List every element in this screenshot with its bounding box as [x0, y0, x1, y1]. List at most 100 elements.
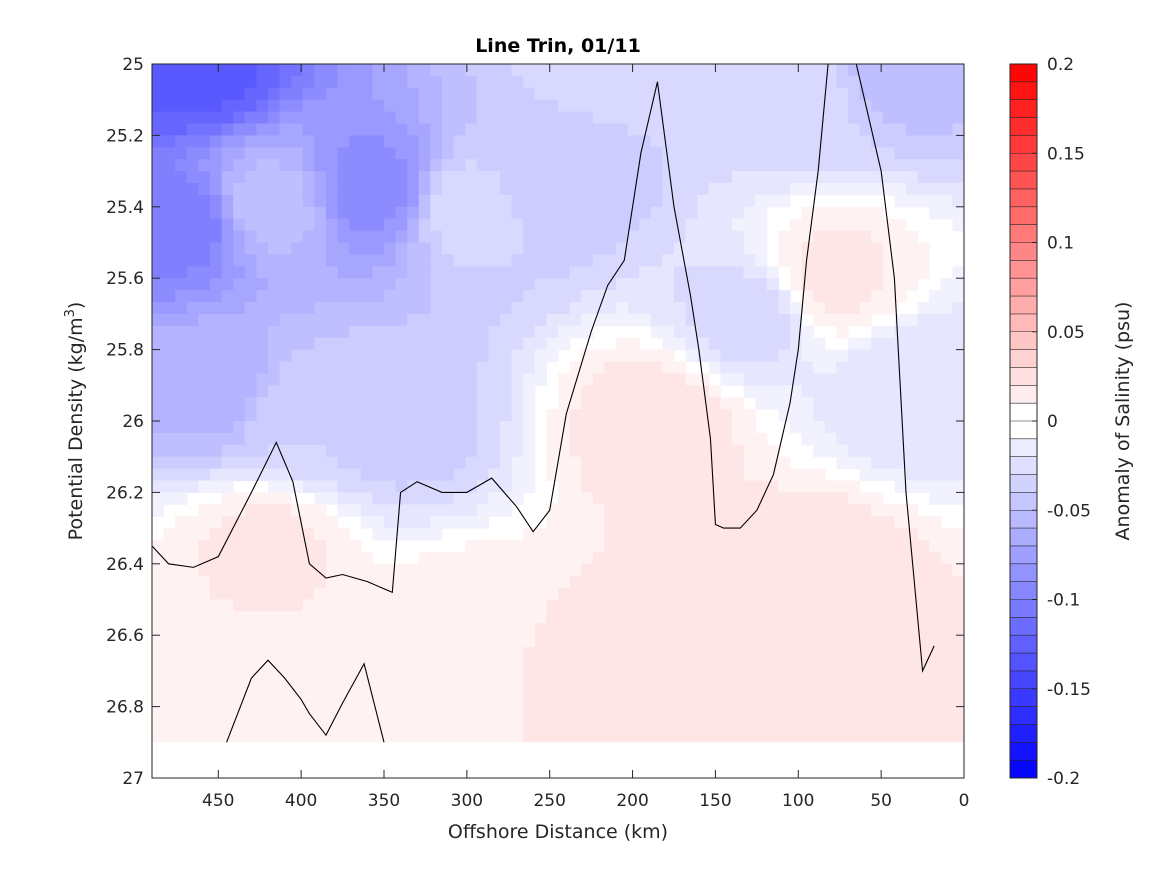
- field-cell: [697, 694, 710, 708]
- field-cell: [616, 87, 629, 101]
- field-cell: [685, 337, 698, 351]
- field-cell: [801, 325, 814, 339]
- field-cell: [639, 551, 652, 565]
- field-cell: [418, 218, 431, 232]
- field-cell: [221, 230, 234, 244]
- field-cell: [650, 397, 663, 410]
- field-cell: [662, 432, 675, 446]
- field-cell: [186, 230, 199, 244]
- field-cell: [291, 266, 304, 279]
- field-cell: [152, 171, 165, 184]
- field-cell: [836, 290, 849, 303]
- field-cell: [639, 361, 652, 374]
- field-cell: [175, 99, 188, 113]
- field-cell: [291, 313, 304, 327]
- field-cell: [221, 444, 234, 458]
- field-cell: [685, 551, 698, 565]
- field-cell: [917, 64, 930, 77]
- field-cell: [244, 516, 257, 529]
- field-cell: [210, 421, 223, 434]
- field-cell: [488, 171, 501, 184]
- field-cell: [697, 575, 710, 589]
- field-cell: [929, 123, 942, 136]
- field-cell: [488, 480, 501, 493]
- field-cell: [929, 385, 942, 398]
- field-cell: [917, 528, 930, 541]
- field-cell: [511, 337, 524, 351]
- field-cell: [929, 528, 942, 541]
- field-cell: [465, 456, 478, 470]
- field-cell: [465, 516, 478, 529]
- x-axis-label: Offshore Distance (km): [448, 821, 668, 843]
- field-cell: [697, 468, 710, 482]
- field-cell: [708, 397, 721, 410]
- field-cell: [616, 718, 629, 731]
- field-cell: [697, 670, 710, 684]
- field-cell: [349, 659, 362, 672]
- field-cell: [233, 99, 246, 113]
- field-cell: [268, 635, 281, 648]
- field-cell: [929, 349, 942, 363]
- field-cell: [256, 99, 269, 113]
- field-cell: [592, 135, 605, 148]
- field-cell: [743, 504, 756, 517]
- field-cell: [569, 135, 582, 148]
- field-cell: [233, 302, 246, 315]
- field-cell: [152, 444, 165, 458]
- field-cell: [395, 373, 408, 386]
- field-cell: [221, 313, 234, 327]
- field-cell: [685, 468, 698, 482]
- field-cell: [291, 147, 304, 160]
- field-cell: [848, 611, 861, 624]
- field-cell: [581, 135, 594, 148]
- field-cell: [813, 718, 826, 731]
- field-cell: [732, 456, 745, 470]
- field-cell: [685, 706, 698, 720]
- field-cell: [360, 147, 373, 160]
- field-cell: [755, 99, 768, 113]
- field-cell: [488, 575, 501, 589]
- field-cell: [650, 659, 663, 672]
- field-cell: [500, 421, 513, 434]
- field-cell: [326, 421, 339, 434]
- field-cell: [488, 194, 501, 208]
- field-cell: [152, 123, 165, 136]
- field-cell: [476, 254, 489, 267]
- field-cell: [453, 659, 466, 672]
- field-cell: [824, 706, 837, 720]
- field-cell: [407, 647, 420, 660]
- field-cell: [906, 135, 919, 148]
- field-cell: [790, 682, 803, 696]
- field-cell: [500, 302, 513, 315]
- field-cell: [210, 670, 223, 684]
- field-cell: [453, 325, 466, 339]
- field-cell: [186, 361, 199, 374]
- field-cell: [836, 421, 849, 434]
- field-cell: [685, 254, 698, 267]
- field-cell: [163, 528, 176, 541]
- field-cell: [581, 254, 594, 267]
- x-tick-label: 50: [870, 791, 892, 811]
- field-cell: [198, 468, 211, 482]
- field-cell: [650, 421, 663, 434]
- field-cell: [929, 599, 942, 612]
- field-cell: [198, 682, 211, 696]
- field-cell: [604, 623, 617, 636]
- field-cell: [279, 123, 292, 136]
- field-cell: [778, 635, 791, 648]
- field-cell: [940, 659, 953, 672]
- field-cell: [465, 325, 478, 339]
- field-cell: [859, 611, 872, 624]
- field-cell: [906, 254, 919, 267]
- field-cell: [360, 385, 373, 398]
- field-cell: [279, 706, 292, 720]
- field-cell: [592, 647, 605, 660]
- field-cell: [952, 421, 964, 434]
- field-cell: [476, 159, 489, 172]
- field-cell: [233, 432, 246, 446]
- field-cell: [743, 313, 756, 327]
- field-cell: [755, 563, 768, 577]
- field-cell: [152, 385, 165, 398]
- field-cell: [952, 670, 964, 684]
- field-cell: [836, 99, 849, 113]
